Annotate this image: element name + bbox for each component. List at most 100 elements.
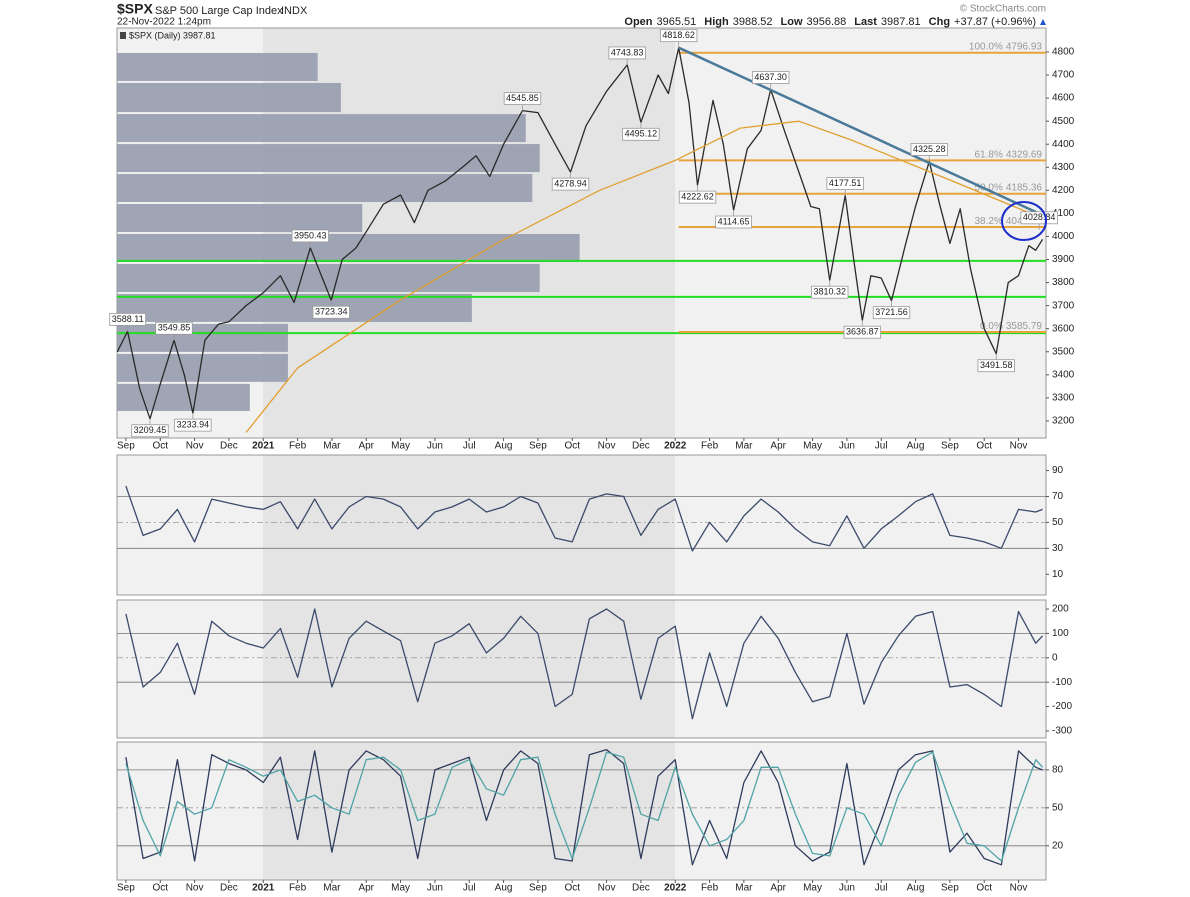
volume-by-price-bar: [117, 383, 250, 411]
x-tick-label: Dec: [632, 883, 650, 894]
volume-by-price-bar: [117, 293, 472, 322]
annotation-box: [659, 29, 698, 43]
year-shade: [263, 600, 675, 738]
y-tick-label: 4700: [1052, 70, 1075, 81]
fib-percent: 38.2%: [974, 216, 1002, 227]
fib-value: 4185.36: [1006, 182, 1043, 193]
x-tick-label: 2022: [664, 441, 687, 452]
up-arrow: [1040, 19, 1046, 25]
annotation-label: 4222.62: [681, 191, 714, 201]
x-tick-label: Apr: [770, 883, 786, 894]
annotation-label: 4818.62: [662, 30, 695, 40]
annotation-box: [910, 143, 948, 156]
y-tick-label: 3700: [1052, 300, 1075, 311]
y-tick-label: 4800: [1052, 47, 1075, 58]
x-tick-label: Jul: [463, 441, 476, 452]
y-tick-label: 4500: [1052, 116, 1075, 127]
x-tick-label: Oct: [564, 441, 580, 452]
year-shade: [263, 742, 675, 880]
annotation-box: [811, 285, 849, 299]
quote-value: +37.87 (+0.96%): [954, 16, 1036, 28]
x-tick-label: Aug: [907, 883, 925, 894]
quote-value: 3956.88: [807, 16, 847, 28]
x-tick-label: May: [391, 441, 410, 452]
x-tick-label: Mar: [735, 441, 753, 452]
x-tick-label: Aug: [907, 441, 925, 452]
x-tick-label: Feb: [701, 441, 719, 452]
fib-percent: 100.0%: [969, 41, 1003, 52]
annotation-box: [751, 71, 790, 84]
y-tick-label: 3300: [1052, 393, 1075, 404]
quote: Open 3965.51 High 3988.52 Low 3956.88 Last 3987…: [624, 16, 1036, 28]
annotation-label: 4114.65: [718, 216, 750, 226]
annotation-box: [291, 229, 329, 243]
quote-label: Open: [624, 16, 652, 28]
annotation-box: [174, 418, 212, 432]
y-tick-label: 3900: [1052, 254, 1075, 265]
annotation-label: 4028.84: [1023, 212, 1056, 222]
y-tick-label: -100: [1052, 677, 1072, 688]
x-tick-label: Oct: [152, 883, 168, 894]
volume-by-price-bar: [117, 174, 533, 203]
y-tick-label: -300: [1052, 726, 1072, 737]
x-tick-label: May: [391, 883, 410, 894]
annotation-label: 3950.43: [294, 230, 327, 240]
fib-percent: 0.0%: [980, 321, 1003, 332]
annotation-label: 3233.94: [177, 419, 210, 429]
fib-value: 4796.93: [1006, 41, 1043, 52]
annotation-box: [843, 325, 882, 339]
x-tick-label: Dec: [220, 883, 238, 894]
annotation-label: 3636.87: [846, 327, 879, 337]
annotation-label: 3721.56: [875, 307, 908, 317]
x-tick-label: Sep: [529, 441, 547, 452]
y-tick-label: 3800: [1052, 277, 1075, 288]
annotation-box: [109, 313, 146, 326]
symbol: $SPX: [117, 1, 153, 17]
x-tick-label: Nov: [186, 883, 204, 894]
x-tick-label: Nov: [186, 441, 204, 452]
annotation-label: 4177.51: [829, 178, 862, 188]
annotation-box: [312, 305, 350, 319]
x-tick-label: Sep: [117, 441, 135, 452]
x-tick-label: Jul: [875, 441, 888, 452]
x-tick-label: Dec: [220, 441, 238, 452]
x-tick-label: Mar: [323, 441, 341, 452]
x-tick-label: Jul: [463, 883, 476, 894]
x-tick-label: Sep: [117, 883, 135, 894]
series-line: [125, 485, 1043, 552]
annotation-box: [622, 127, 660, 141]
x-tick-label: Oct: [152, 441, 168, 452]
y-tick-label: 10: [1052, 569, 1064, 580]
volume-by-price-bar: [117, 82, 341, 113]
volume-by-price-bar: [117, 114, 526, 143]
x-tick-label: Oct: [564, 883, 580, 894]
annotation-label: 3723.34: [315, 307, 348, 317]
y-tick-label: 100: [1052, 628, 1069, 639]
x-tick-label: Nov: [1010, 441, 1028, 452]
x-tick-label: Jul: [875, 883, 888, 894]
y-tick-label: 200: [1052, 604, 1069, 615]
x-tick-label: Feb: [701, 883, 719, 894]
fib-value: 4329.69: [1006, 149, 1043, 160]
series-line: [125, 748, 1043, 866]
x-tick-label: Jun: [427, 441, 443, 452]
annotation-label: 4545.85: [506, 93, 539, 103]
y-tick-label: 30: [1052, 543, 1064, 554]
x-tick-label: Feb: [289, 441, 307, 452]
annotation-box: [678, 190, 717, 204]
annotation-label: 3491.58: [980, 360, 1013, 370]
quote-value: 3965.51: [657, 16, 697, 28]
x-tick-label: Apr: [358, 441, 374, 452]
y-tick-label: 50: [1052, 802, 1064, 813]
plot: 3200 3300 3400 3500 3600 3700 3800 3900 4000 4100…: [109, 29, 1075, 894]
x-tick-label: 2022: [664, 883, 687, 894]
x-tick-label: Oct: [976, 441, 992, 452]
annotation-label: 4278.94: [554, 179, 587, 189]
fib-percent: 50.0%: [974, 182, 1002, 193]
y-tick-label: -200: [1052, 701, 1072, 712]
annotation-box: [1020, 211, 1058, 225]
x-tick-label: Jun: [839, 441, 855, 452]
quote-label: Chg: [929, 16, 950, 28]
x-tick-label: Sep: [941, 441, 959, 452]
y-tick-label: 3200: [1052, 416, 1075, 427]
